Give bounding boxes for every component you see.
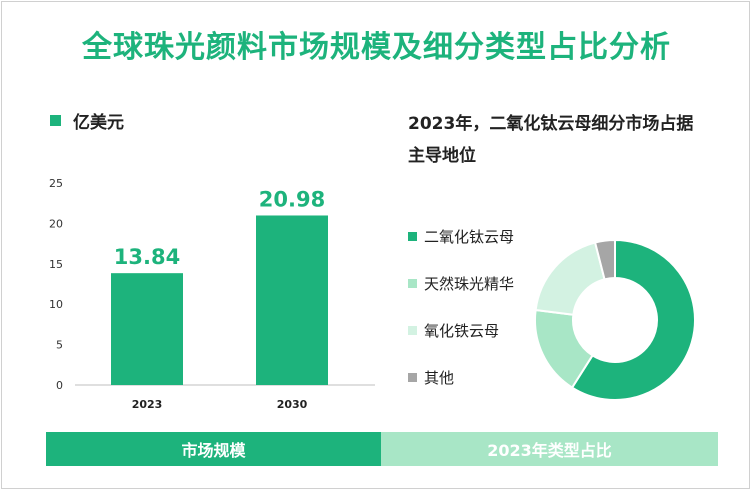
page-title: 全球珠光颜料市场规模及细分类型占比分析 xyxy=(82,30,671,65)
donut-slice xyxy=(534,241,606,316)
pie-legend-label: 其他 xyxy=(424,368,455,387)
pie-legend-item: 氧化铁云母 xyxy=(408,320,514,340)
bar xyxy=(111,273,183,385)
donut-chart xyxy=(534,238,696,401)
pie-legend-item: 天然珠光精华 xyxy=(408,273,514,293)
bar-value-label: 20.98 xyxy=(259,187,325,211)
pie-title: 2023年，二氧化钛云母细分市场占据主导地位 xyxy=(408,114,694,166)
pie-legend-label: 氧化铁云母 xyxy=(424,321,500,340)
y-tick-label: 20 xyxy=(49,217,63,230)
x-tick-label: 2030 xyxy=(277,398,308,411)
pie-legend-item: 其他 xyxy=(408,367,514,387)
y-tick-label: 15 xyxy=(49,258,63,271)
y-tick-label: 10 xyxy=(49,298,63,311)
bar xyxy=(256,215,328,385)
pie-legend-swatch xyxy=(408,325,417,335)
pie-legend: 二氧化钛云母 天然珠光精华 氧化铁云母 其他 xyxy=(408,226,514,414)
pie-legend-label: 天然珠光精华 xyxy=(424,274,515,293)
bar-legend: 亿美元 xyxy=(50,108,124,133)
pie-legend-swatch xyxy=(408,278,417,288)
pie-legend-item: 二氧化钛云母 xyxy=(408,226,514,246)
donut-slice xyxy=(593,238,616,281)
donut-slice xyxy=(570,238,696,401)
y-tick-label: 0 xyxy=(56,379,63,392)
bar-value-label: 13.84 xyxy=(114,245,180,269)
footer-type-share: 2023年类型占比 xyxy=(381,432,718,466)
pie-legend-swatch xyxy=(408,372,417,382)
footer-market-size: 市场规模 xyxy=(46,432,381,466)
bar-legend-label: 亿美元 xyxy=(73,113,124,133)
pie-legend-label: 二氧化钛云母 xyxy=(424,227,515,246)
bar-chart: 0 5 10 15 20 25 13.84 2023 20.98 2030 xyxy=(49,177,375,411)
y-tick-label: 25 xyxy=(49,177,63,190)
x-tick-label: 2023 xyxy=(132,398,163,411)
bar-legend-swatch xyxy=(50,115,61,126)
y-tick-label: 5 xyxy=(56,339,63,352)
pie-legend-swatch xyxy=(408,231,417,241)
